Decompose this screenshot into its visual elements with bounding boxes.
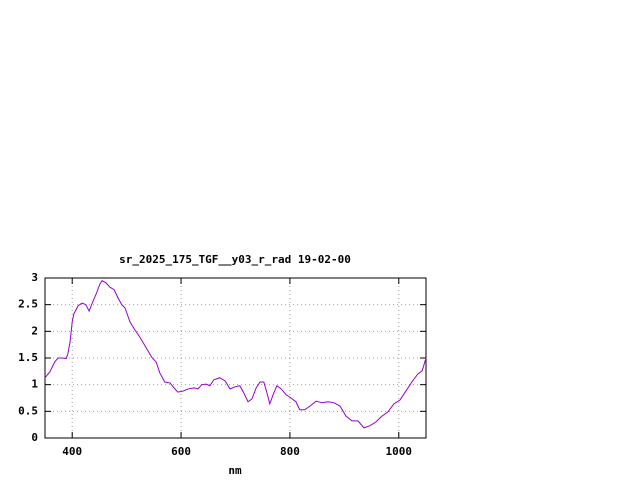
y-tick-label: 1.5 [18, 351, 38, 364]
data-line [44, 280, 427, 429]
x-tick-label: 800 [280, 445, 300, 458]
x-tick-label: 600 [171, 445, 191, 458]
chart-title: sr_2025_175_TGF__y03_r_rad 19-02-00 [119, 253, 351, 266]
y-tick-label: 0 [31, 431, 38, 444]
y-tick-label: 0.5 [18, 404, 38, 417]
y-tick-label: 2 [31, 324, 38, 337]
x-axis-label: nm [228, 464, 242, 477]
y-tick-label: 1 [31, 378, 38, 391]
plot-frame [44, 277, 427, 439]
x-tick-label: 1000 [386, 445, 413, 458]
y-tick-label: 3 [31, 271, 38, 284]
x-tick-label: 400 [62, 445, 82, 458]
y-tick-label: 2.5 [18, 298, 38, 311]
